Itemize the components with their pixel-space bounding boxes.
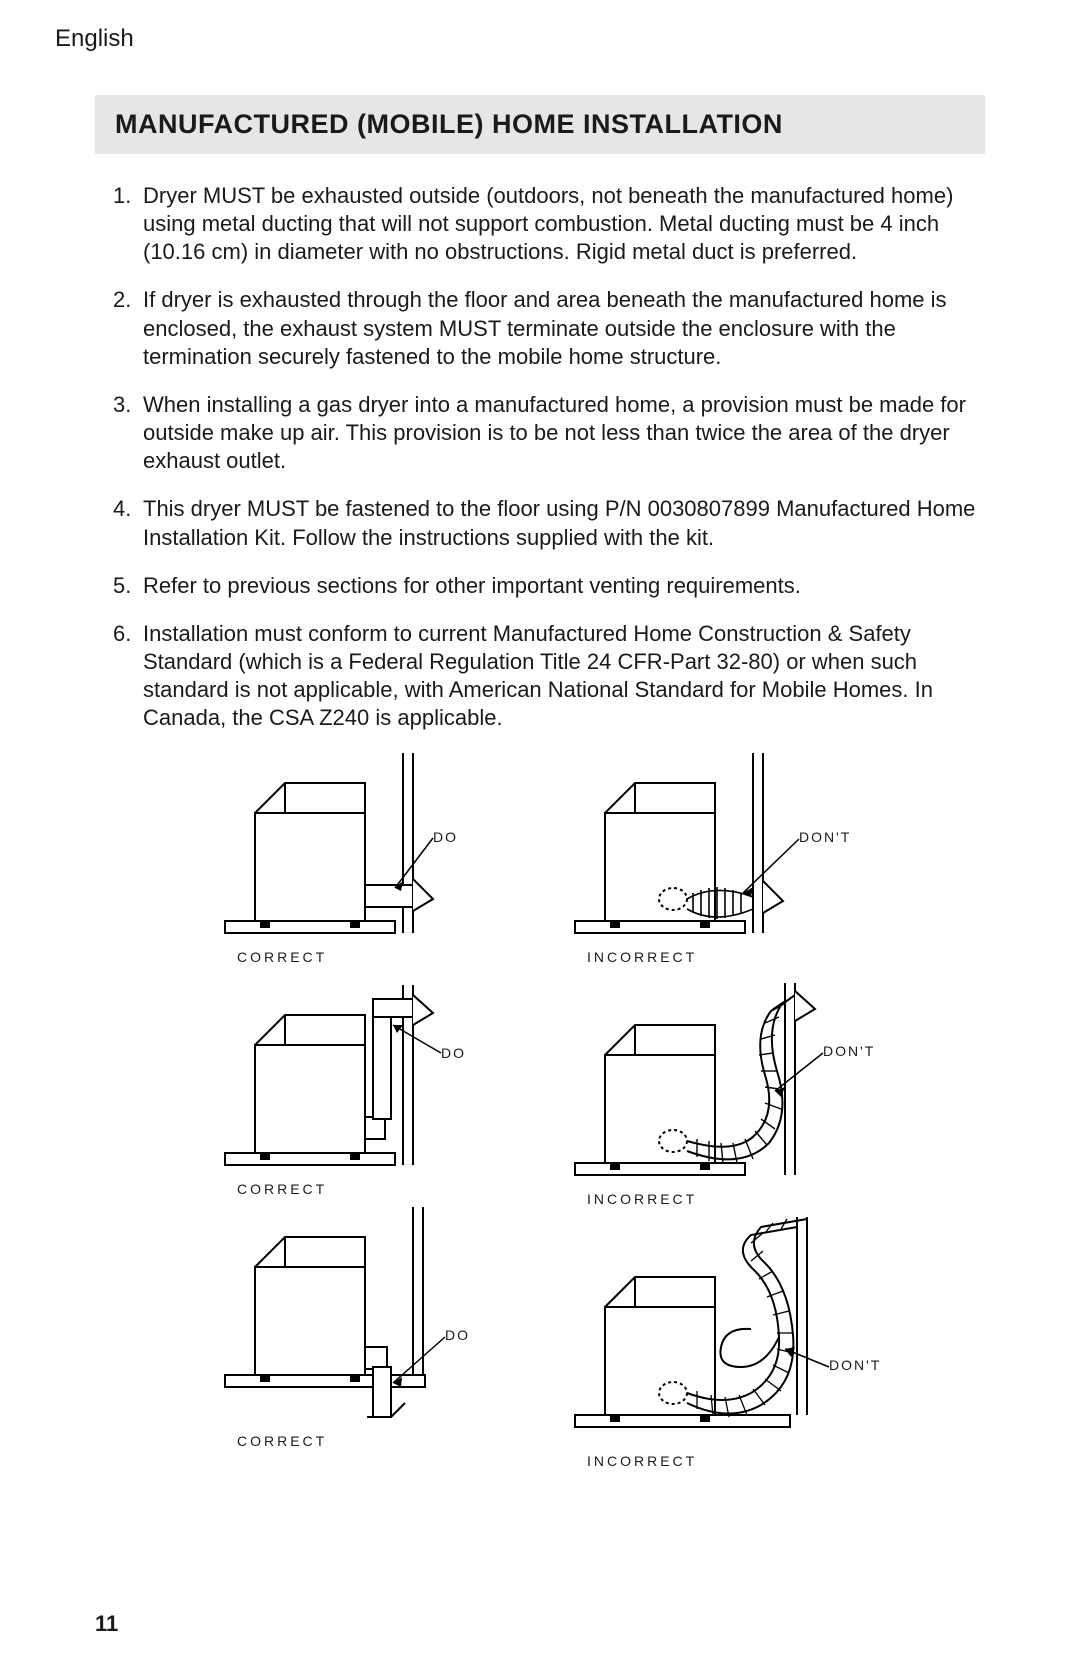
incorrect-caption: INCORRECT [587, 949, 865, 965]
correct-column: DO CORRECT [215, 753, 475, 1469]
incorrect-column: DON'T INCORRECT [565, 753, 865, 1469]
correct-caption: CORRECT [237, 949, 475, 965]
instruction-item: Refer to previous sections for other imp… [113, 572, 985, 600]
diagram-correct-3: DO CORRECT [215, 1207, 475, 1449]
incorrect-caption: INCORRECT [587, 1191, 865, 1207]
dont-tag: DON'T [799, 829, 851, 845]
dont-tag: DON'T [823, 1043, 875, 1059]
do-tag: DO [441, 1045, 466, 1061]
correct-caption: CORRECT [237, 1433, 475, 1449]
correct-caption: CORRECT [237, 1181, 475, 1197]
instruction-list: Dryer MUST be exhausted outside (outdoor… [95, 182, 985, 733]
instruction-item: Dryer MUST be exhausted outside (outdoor… [113, 182, 985, 266]
diagram-incorrect-2: DON'T INCORRECT [565, 975, 865, 1207]
incorrect-caption: INCORRECT [587, 1453, 865, 1469]
diagram-correct-1: DO CORRECT [215, 753, 475, 965]
do-tag: DO [433, 829, 458, 845]
diagram-incorrect-3: DON'T INCORRECT [565, 1217, 865, 1469]
diagram-grid: DO CORRECT [95, 753, 985, 1469]
page-number: 11 [95, 1611, 118, 1637]
diagram-correct-2: DO CORRECT [215, 975, 475, 1197]
instruction-item: This dryer MUST be fastened to the floor… [113, 495, 985, 551]
document-page: English MANUFACTURED (MOBILE) HOME INSTA… [0, 0, 1080, 1509]
instruction-item: Installation must conform to current Man… [113, 620, 985, 733]
instruction-item: When installing a gas dryer into a manuf… [113, 391, 985, 475]
language-label: English [55, 25, 985, 53]
instruction-item: If dryer is exhausted through the floor … [113, 286, 985, 370]
do-tag: DO [445, 1327, 470, 1343]
section-title-bar: MANUFACTURED (MOBILE) HOME INSTALLATION [95, 95, 985, 154]
section-title: MANUFACTURED (MOBILE) HOME INSTALLATION [115, 109, 965, 140]
diagram-incorrect-1: DON'T INCORRECT [565, 753, 865, 965]
dont-tag: DON'T [829, 1357, 881, 1373]
